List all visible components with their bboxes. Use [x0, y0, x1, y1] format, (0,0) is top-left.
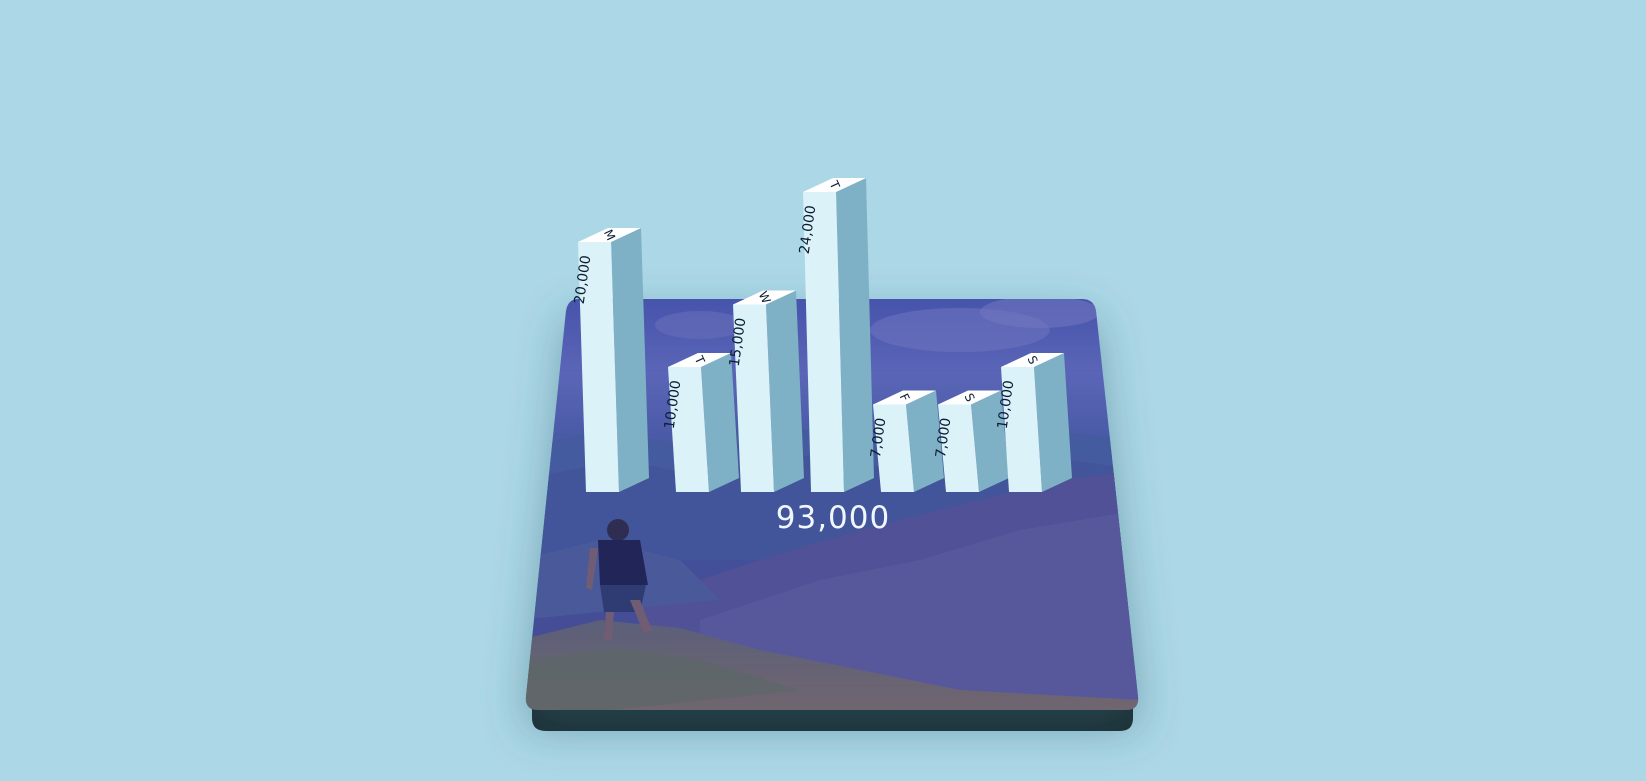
bar-front-face [1001, 367, 1042, 492]
bar-6: S7,000 [933, 390, 1009, 492]
bar-4: T24,000 [797, 178, 874, 492]
bar-front-face [873, 404, 914, 492]
bar-2: T10,000 [662, 353, 739, 492]
bar-value-label: 20,000 [572, 254, 595, 305]
bar-front-face [668, 367, 709, 492]
bar-value-label: 10,000 [995, 379, 1018, 430]
bar-3: W 15,000 [727, 289, 804, 492]
bar-side-face [1034, 353, 1072, 492]
bar-front-face [578, 242, 619, 492]
bar-top-face [578, 228, 641, 242]
bar-side-face [906, 390, 944, 492]
bar-top-face [733, 290, 796, 305]
bar-value-label: 7,000 [868, 417, 889, 459]
bar-side-face [836, 178, 874, 492]
hiker-figure [586, 519, 652, 640]
bar-value-label: 10,000 [662, 379, 685, 430]
bar-front-face [803, 192, 844, 492]
bar-top-face [803, 178, 866, 192]
bar-value-label: 7,000 [933, 417, 954, 459]
bar-top-face [1001, 353, 1064, 367]
bar-side-face [971, 390, 1009, 492]
total-value: 93,000 [776, 500, 890, 536]
bar-front-face [733, 304, 774, 492]
bar-top-face [668, 353, 731, 367]
bar-side-face [766, 290, 804, 492]
bar-value-label: 15,000 [727, 317, 750, 368]
bar-category-label: W [756, 289, 774, 306]
platform-base [532, 706, 1133, 731]
bar-top-face [938, 390, 1001, 405]
bar-side-face [611, 228, 649, 492]
bar-5: F7,000 [868, 390, 944, 492]
bar-1: M20,000 [572, 227, 649, 492]
bar-value-label: 24,000 [797, 204, 820, 255]
bar-top-face [873, 390, 936, 405]
bar-7: S10,000 [995, 353, 1072, 492]
bar-front-face [938, 404, 979, 492]
bar-side-face [701, 353, 739, 492]
